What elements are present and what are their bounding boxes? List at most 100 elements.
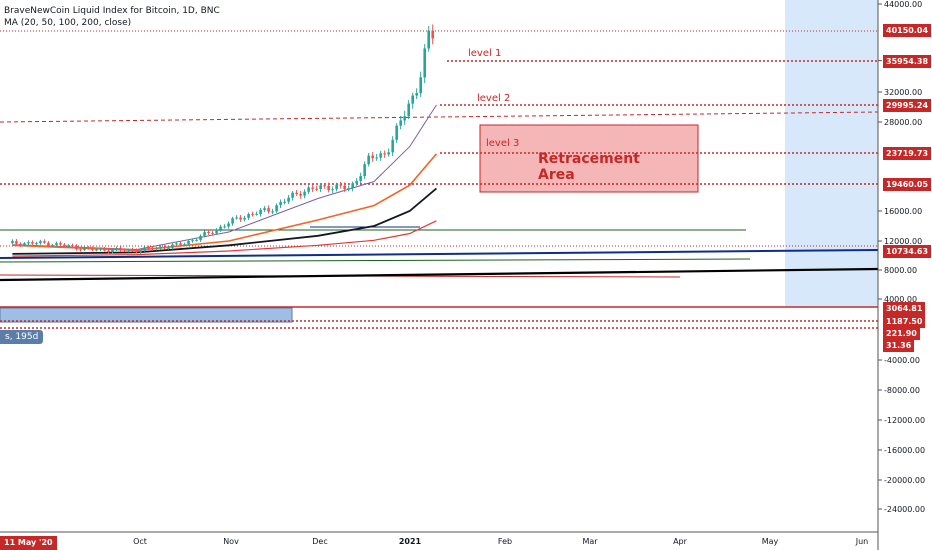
candle-body bbox=[375, 157, 378, 159]
candle-body bbox=[379, 153, 382, 158]
candle-body bbox=[279, 201, 282, 206]
candle-body bbox=[367, 155, 370, 165]
candle-body bbox=[387, 152, 390, 155]
axis-ticks: 44000.0036000.0032000.0028000.0016000.00… bbox=[40, 0, 925, 546]
x-tick-label: Apr bbox=[673, 537, 688, 546]
price-tag-level-2: 29995.24 bbox=[883, 99, 932, 112]
upper-trend-line[interactable] bbox=[0, 111, 879, 123]
retracement-label[interactable]: Retracement Area bbox=[538, 151, 640, 183]
candle-body bbox=[335, 184, 338, 190]
candle-body bbox=[91, 248, 94, 250]
candle-body bbox=[339, 184, 342, 186]
y-tick-label: 4000.00 bbox=[884, 295, 917, 304]
candle-body bbox=[207, 232, 210, 234]
price-tag-level-3: 23719.73 bbox=[883, 147, 932, 160]
candle-body bbox=[355, 180, 358, 184]
candle-body bbox=[203, 232, 206, 236]
candle-body bbox=[391, 139, 394, 153]
y-tick-label: 8000.00 bbox=[884, 266, 917, 275]
candle-body bbox=[275, 205, 278, 212]
chart-title: BraveNewCoin Liquid Index for Bitcoin, 1… bbox=[4, 6, 220, 16]
x-tick-label: Jun bbox=[855, 537, 869, 546]
candle-body bbox=[263, 208, 266, 210]
candle-body bbox=[291, 192, 294, 198]
candle-body bbox=[219, 226, 222, 230]
candle-body bbox=[111, 249, 114, 253]
candle-body bbox=[19, 243, 22, 246]
level-3-label[interactable]: level 3 bbox=[486, 138, 520, 149]
y-tick-label: -4000.00 bbox=[884, 356, 920, 365]
y-tick-label: -24000.00 bbox=[884, 505, 925, 514]
candle-body bbox=[299, 193, 302, 196]
candle-body bbox=[139, 250, 142, 253]
black-trend-line[interactable] bbox=[0, 267, 879, 282]
price-tag-10734: 10734.63 bbox=[883, 245, 932, 258]
y-tick-label: -8000.00 bbox=[884, 386, 920, 395]
candle-body bbox=[287, 197, 290, 202]
candle-body bbox=[327, 185, 330, 191]
level-1-label[interactable]: level 1 bbox=[468, 48, 502, 59]
candle-body bbox=[363, 164, 366, 177]
green-support-line[interactable] bbox=[0, 258, 751, 263]
blue-trend-line[interactable] bbox=[0, 249, 879, 259]
candle-body bbox=[395, 125, 398, 140]
candle-body bbox=[311, 187, 314, 189]
candle-body bbox=[331, 189, 334, 191]
candle-body bbox=[151, 247, 154, 250]
indicator-legend[interactable]: MA (20, 50, 100, 200, close) bbox=[4, 18, 132, 28]
x-tick-label: Feb bbox=[498, 537, 512, 546]
candle-body bbox=[319, 185, 322, 189]
price-tag-3064: 3064.81 bbox=[883, 302, 926, 315]
candle-body bbox=[347, 188, 350, 190]
candle-body bbox=[259, 209, 262, 215]
candle-body bbox=[115, 248, 118, 250]
candle-body bbox=[59, 243, 62, 245]
candle-body bbox=[295, 192, 298, 194]
candle-body bbox=[251, 214, 254, 216]
candle-body bbox=[179, 243, 182, 246]
candle-body bbox=[431, 30, 435, 39]
candle-body bbox=[247, 214, 250, 218]
candle-body bbox=[43, 241, 46, 243]
candle-body bbox=[183, 244, 186, 246]
candle-body bbox=[147, 247, 150, 249]
candle-body bbox=[175, 243, 178, 245]
candle-body bbox=[15, 241, 18, 244]
candle-body bbox=[267, 208, 270, 212]
candle-body bbox=[143, 247, 146, 251]
candle-body bbox=[271, 211, 274, 213]
price-tag-support: 19460.05 bbox=[883, 178, 932, 191]
candle-body bbox=[127, 249, 130, 251]
candle-body bbox=[199, 235, 202, 240]
price-tag-221: 221.90 bbox=[883, 327, 920, 340]
candle-body bbox=[407, 103, 410, 117]
candle-body bbox=[99, 248, 102, 250]
candle-body bbox=[403, 116, 406, 121]
candle-body bbox=[343, 185, 346, 190]
candle-body bbox=[427, 30, 431, 49]
level-2-label[interactable]: level 2 bbox=[477, 93, 511, 104]
candle-body bbox=[123, 249, 126, 251]
candle-body bbox=[103, 248, 106, 251]
retracement-zone[interactable] bbox=[479, 124, 699, 193]
candle-body bbox=[283, 201, 286, 203]
y-tick-label: -16000.00 bbox=[884, 446, 925, 455]
y-tick-label: -12000.00 bbox=[884, 416, 925, 425]
ma-200-line bbox=[12, 220, 437, 257]
candle-body bbox=[399, 120, 402, 126]
x-tick-label: May bbox=[762, 537, 779, 546]
candle-body bbox=[315, 188, 318, 190]
candle-body bbox=[323, 185, 326, 187]
candle-body bbox=[135, 250, 138, 253]
candle-body bbox=[191, 240, 194, 242]
candle-body bbox=[39, 241, 42, 244]
candle-body bbox=[307, 187, 310, 192]
date-range-bar[interactable] bbox=[0, 307, 293, 323]
candle-body bbox=[303, 191, 306, 196]
candle-body bbox=[215, 229, 218, 234]
candle-body bbox=[243, 217, 246, 220]
candle-body bbox=[227, 223, 230, 227]
x-tick-label: 2021 bbox=[399, 537, 422, 546]
y-tick-label: 12000.00 bbox=[884, 237, 922, 246]
